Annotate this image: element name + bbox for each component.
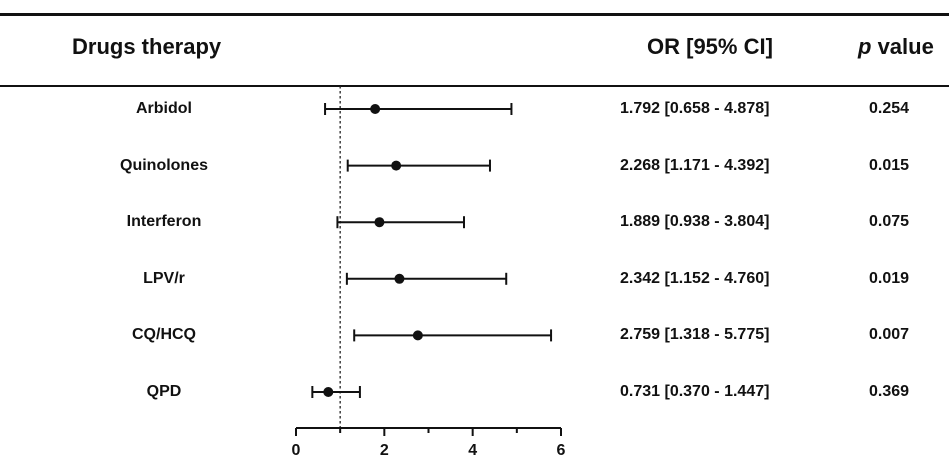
x-tick-label: 6 <box>557 442 566 459</box>
or-ci-value: 2.268 [1.171 - 4.392] <box>620 156 770 174</box>
or-ci-value: 0.731 [0.370 - 1.447] <box>620 383 770 400</box>
top-rule <box>0 13 949 16</box>
x-tick-label: 4 <box>468 442 477 459</box>
x-tick-label: 0 <box>292 442 301 459</box>
or-ci-value: 2.759 [1.318 - 5.775] <box>620 326 770 344</box>
or-ci-value: 2.342 [1.152 - 4.760] <box>620 269 770 287</box>
p-value: 0.019 <box>869 269 910 287</box>
or-ci-value: 1.889 [0.938 - 3.804] <box>620 213 770 231</box>
drug-name: CQ/HCQ <box>132 326 196 344</box>
or-point <box>391 160 402 171</box>
p-header-italic: p <box>858 34 872 59</box>
or-ci-value: 1.792 [0.658 - 4.878] <box>620 100 770 117</box>
p-value: 0.254 <box>869 100 910 117</box>
or-column-header: OR [95% CI] <box>647 34 773 59</box>
drug-name: Quinolones <box>120 156 208 174</box>
p-value: 0.015 <box>869 156 910 174</box>
drug-name: QPD <box>146 383 182 400</box>
drug-column-header: Drugs therapy <box>72 34 222 59</box>
p-value: 0.075 <box>869 213 910 231</box>
p-value: 0.369 <box>869 383 910 400</box>
or-point <box>323 387 334 397</box>
header-rule <box>0 85 949 87</box>
or-point <box>374 217 385 228</box>
p-header-rest: value <box>871 34 934 59</box>
x-tick-label: 2 <box>380 442 389 459</box>
drug-name: LPV/r <box>143 269 185 287</box>
p-value: 0.007 <box>869 326 910 344</box>
or-point <box>370 104 381 114</box>
drug-name: Arbidol <box>136 100 192 117</box>
drug-name: Interferon <box>126 213 202 231</box>
or-point <box>412 330 423 341</box>
p-value-column-header: p value <box>858 34 934 60</box>
or-point <box>394 273 405 284</box>
